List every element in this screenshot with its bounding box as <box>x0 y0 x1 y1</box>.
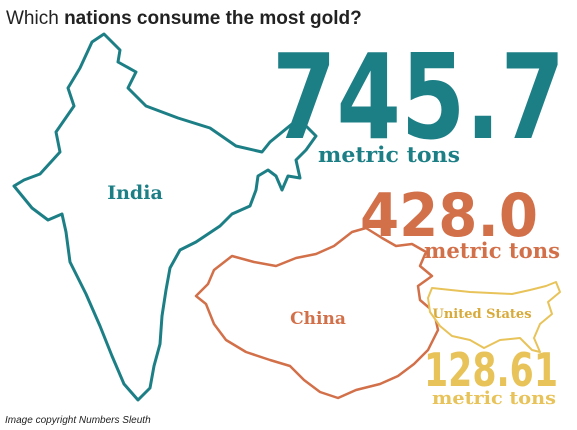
us-map <box>427 281 561 353</box>
credit: Image copyright Numbers Sleuth <box>5 415 151 426</box>
title-lead: Which <box>6 8 64 29</box>
title-bold: nations consume the most gold? <box>64 8 362 29</box>
country-label: India <box>107 182 163 204</box>
amount: 428.0 <box>360 181 538 251</box>
title: Which nations consume the most gold? <box>6 8 362 29</box>
country-label: United States <box>432 307 531 322</box>
amount: 745.7 <box>272 28 565 166</box>
unit: metric tons <box>424 238 560 263</box>
india-map <box>12 32 318 402</box>
unit: metric tons <box>432 388 556 409</box>
amount: 128.61 <box>424 343 558 397</box>
china-map <box>194 226 440 400</box>
unit: metric tons <box>318 142 460 167</box>
country-label: China <box>290 309 346 329</box>
